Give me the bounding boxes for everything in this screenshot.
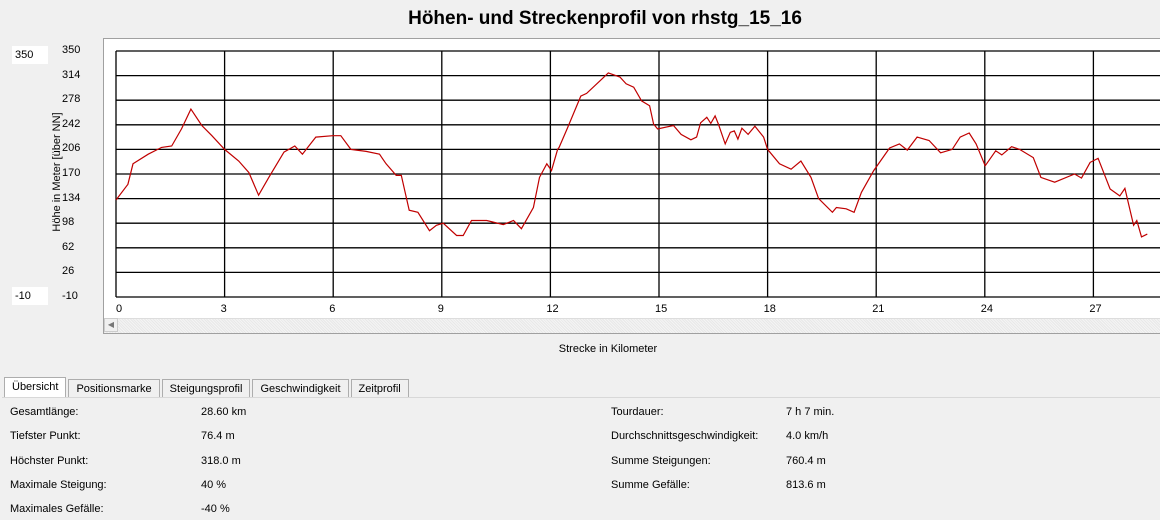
x-tick-label: 27	[1089, 303, 1101, 315]
x-tick-label: 3	[221, 303, 227, 315]
y-tick-label: -10	[62, 290, 78, 302]
y-tick-label: 278	[62, 93, 81, 106]
y-max-input[interactable]: 350	[12, 46, 48, 64]
stat-value: 28.60 km	[201, 406, 247, 418]
page-title: Höhen- und Streckenprofil von rhstg_15_1…	[408, 8, 802, 29]
y-tick-label: 98	[62, 216, 75, 229]
stat-label: Gesamtlänge:	[10, 406, 79, 418]
stat-value: 40 %	[201, 478, 227, 491]
x-tick-label: 15	[655, 303, 667, 315]
x-tick-label: 21	[872, 303, 884, 315]
stat-label: Maximales Gefälle:	[10, 503, 104, 516]
stat-label: Tiefster Punkt:	[10, 430, 81, 443]
horizontal-scrollbar[interactable]	[104, 318, 1160, 333]
stat-value: -40 %	[201, 503, 230, 516]
stat-value: 4.0 km/h	[786, 430, 829, 443]
x-axis-label: Strecke in Kilometer	[558, 343, 658, 355]
y-tick-label: 62	[62, 240, 75, 253]
x-tick-label: 18	[764, 303, 776, 315]
x-tick-label: 12	[546, 303, 558, 315]
y-tick-label: 26	[62, 265, 75, 278]
stat-value: 7 h 7 min.	[786, 406, 835, 418]
overview-panel	[2, 397, 1160, 520]
stat-value: 76.4 m	[201, 430, 235, 443]
tab-bar: Übersicht Positionsmarke Steigungsprofil…	[4, 377, 411, 398]
y-tick-label: 242	[62, 117, 81, 130]
stat-label: Höchster Punkt:	[10, 454, 89, 467]
elevation-chart: 0 3 6 9 12 15 18 21 24 27	[115, 50, 1160, 315]
stat-value: 813.6 m	[786, 478, 826, 491]
stat-label: Durchschnittsgeschwindigkeit:	[611, 430, 759, 443]
tab-positionsmarke[interactable]: Positionsmarke	[68, 379, 160, 398]
y-tick-label: 350	[62, 44, 81, 56]
tab-steigungsprofil[interactable]: Steigungsprofil	[161, 379, 251, 398]
tab-zeitprofil[interactable]: Zeitprofil	[350, 379, 409, 398]
y-tick-label: 170	[62, 167, 81, 179]
y-tick-label: 314	[62, 68, 81, 81]
elevation-line	[115, 72, 1148, 238]
stat-label: Maximale Steigung:	[10, 478, 107, 491]
stat-value: 760.4 m	[786, 454, 826, 467]
x-tick-label: 0	[116, 303, 122, 315]
y-tick-label: 206	[62, 142, 81, 155]
stat-label: Summe Gefälle:	[611, 478, 690, 491]
tab-uebersicht[interactable]: Übersicht	[4, 377, 67, 398]
x-tick-label: 24	[981, 303, 993, 315]
x-tick-label: 6	[329, 303, 335, 315]
stat-label: Summe Steigungen:	[611, 454, 711, 467]
chart-area: 0 3 6 9 12 15 18 21 24 27	[103, 38, 1160, 334]
stat-label: Tourdauer:	[611, 406, 664, 418]
y-tick-label: 134	[62, 191, 81, 204]
tab-geschwindigkeit[interactable]: Geschwindigkeit	[252, 379, 349, 398]
y-min-input[interactable]: -10	[12, 287, 48, 305]
stat-value: 318.0 m	[201, 454, 241, 467]
x-tick-label: 9	[438, 303, 444, 315]
scroll-left-arrow-icon[interactable]: ◀	[104, 318, 118, 332]
